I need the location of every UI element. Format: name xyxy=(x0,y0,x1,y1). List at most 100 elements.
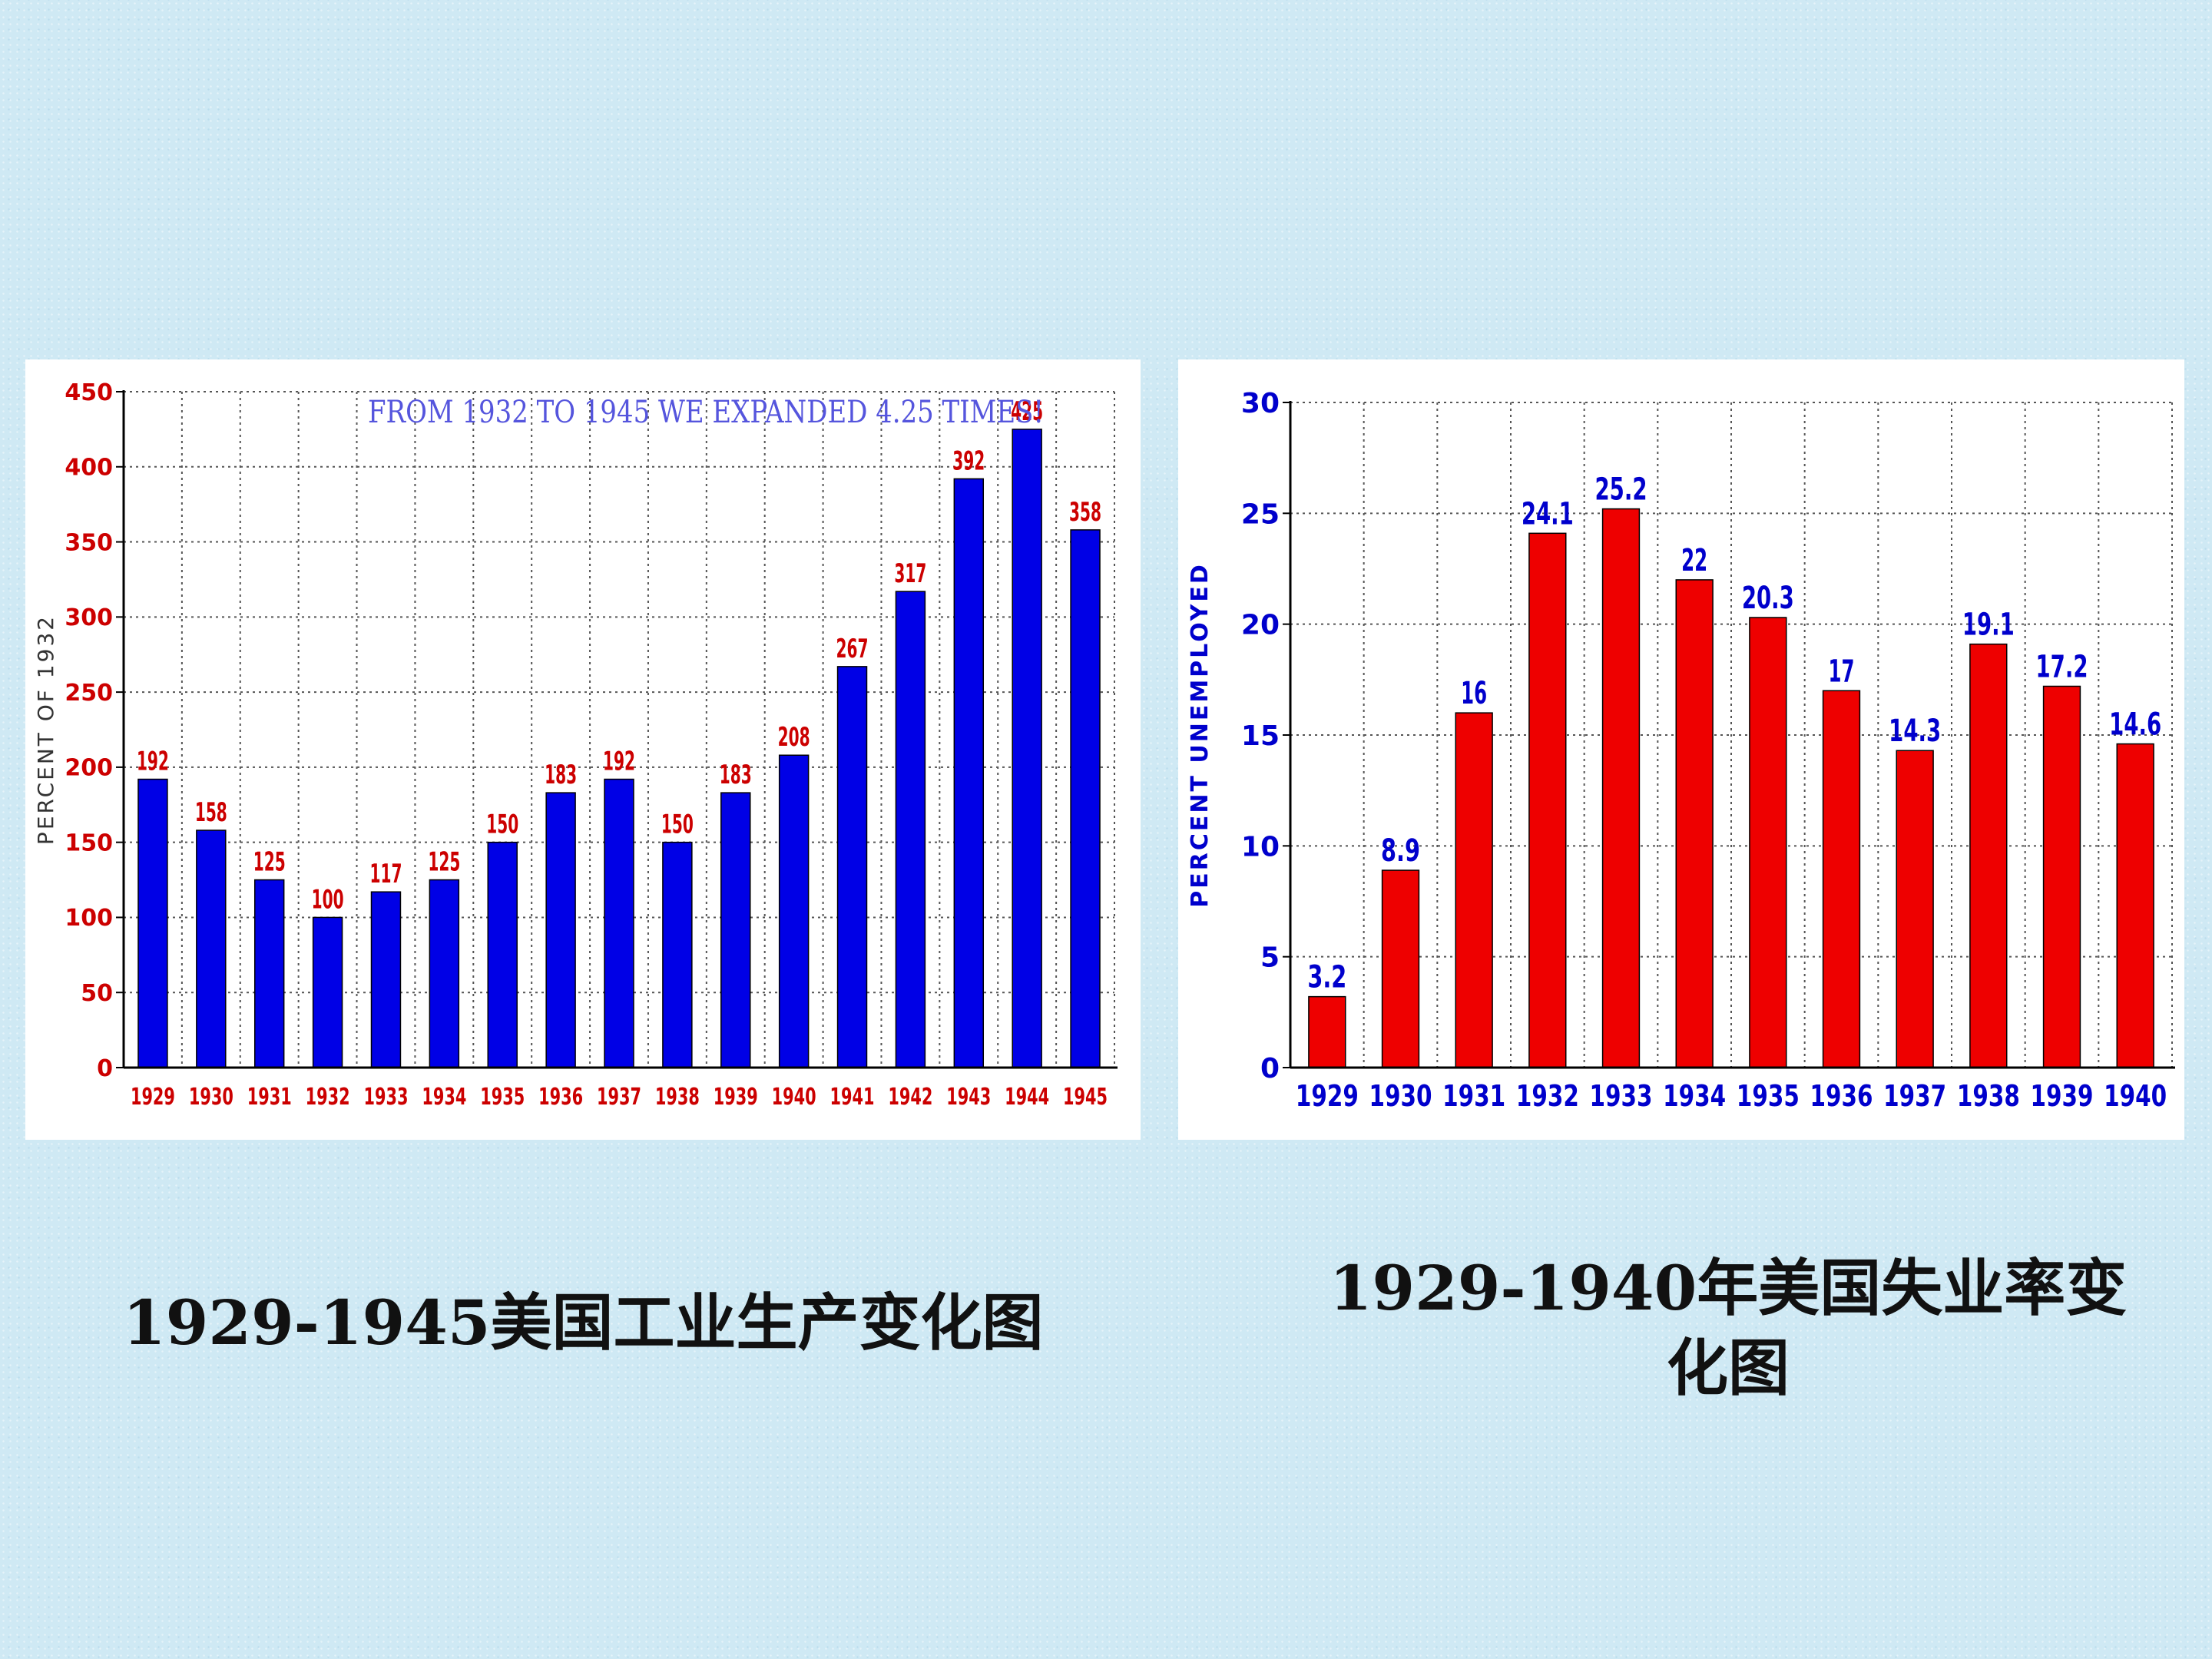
x-tick-label: 1934 xyxy=(1663,1079,1726,1113)
x-tick-label: 1937 xyxy=(597,1084,641,1111)
data-label: 100 xyxy=(312,884,344,915)
data-label: 16 xyxy=(1461,676,1487,711)
y-tick-label: 400 xyxy=(65,455,113,482)
x-tick-label: 1930 xyxy=(1369,1079,1432,1113)
bar xyxy=(836,666,868,1068)
x-tick-label: 1945 xyxy=(1063,1084,1108,1111)
bar xyxy=(1381,869,1420,1068)
x-tick-label: 1934 xyxy=(422,1084,466,1111)
bar xyxy=(253,879,285,1068)
x-tick-label: 1929 xyxy=(131,1084,175,1111)
x-tick-label: 1939 xyxy=(714,1084,758,1111)
data-label: 183 xyxy=(545,760,577,790)
x-tick-label: 1941 xyxy=(830,1084,875,1111)
x-tick-label: 1944 xyxy=(1005,1084,1049,1111)
x-tick-label: 1936 xyxy=(538,1084,583,1111)
data-label: 22 xyxy=(1681,543,1707,578)
data-label: 208 xyxy=(778,722,810,753)
x-tick-label: 1929 xyxy=(1296,1079,1359,1113)
data-label: 3.2 xyxy=(1307,960,1346,995)
x-tick-label: 1940 xyxy=(2104,1079,2167,1113)
bar xyxy=(545,792,576,1068)
y-tick-label: 25 xyxy=(1241,498,1280,530)
y-tick-label: 10 xyxy=(1241,831,1280,863)
data-label: 150 xyxy=(661,810,694,840)
bar xyxy=(953,478,985,1068)
chart-annotation: FROM 1932 TO 1945 WE EXPANDED 4.25 TIMES… xyxy=(368,395,1044,430)
bar xyxy=(1070,529,1101,1068)
data-label: 150 xyxy=(486,810,518,840)
y-tick-label: 250 xyxy=(65,680,113,707)
data-label: 117 xyxy=(369,859,402,889)
bar xyxy=(137,778,168,1068)
data-label: 14.3 xyxy=(1889,714,1941,749)
bar xyxy=(1601,508,1641,1068)
data-label: 8.9 xyxy=(1381,833,1420,869)
y-tick-label: 200 xyxy=(65,755,113,782)
y-tick-label: 150 xyxy=(65,830,113,856)
x-tick-label: 1939 xyxy=(2031,1079,2094,1113)
data-label: 14.6 xyxy=(2109,707,2161,743)
x-tick-label: 1935 xyxy=(480,1084,525,1111)
data-label: 425 xyxy=(1011,396,1043,427)
bar xyxy=(604,778,634,1068)
y-tick-label: 15 xyxy=(1241,720,1280,752)
unemployment-chart-panel: 3.2 1929 8.9 1930 16 1931 24.1 1932 25.2 1933 22 19… xyxy=(1178,359,2184,1140)
x-tick-label: 1935 xyxy=(1737,1079,1800,1113)
x-tick-label: 1930 xyxy=(189,1084,233,1111)
data-label: 19.1 xyxy=(1962,608,2015,643)
industrial-production-chart: 192 1929 158 1930 125 1931 100 1932 117 1933 125 19… xyxy=(33,379,1118,1111)
data-label: 192 xyxy=(137,747,169,777)
x-tick-label: 1933 xyxy=(363,1084,408,1111)
data-label: 158 xyxy=(195,797,227,828)
data-label: 192 xyxy=(603,747,635,777)
y-tick-label: 50 xyxy=(81,980,113,1007)
data-label: 317 xyxy=(894,558,926,589)
x-tick-label: 1936 xyxy=(1810,1079,1873,1113)
bar xyxy=(1822,690,1861,1068)
y-tick-label: 30 xyxy=(1241,388,1280,419)
y-tick-label: 100 xyxy=(65,905,113,932)
x-tick-label: 1931 xyxy=(1442,1079,1505,1113)
bar xyxy=(2116,743,2154,1068)
bar xyxy=(720,792,751,1068)
data-label: 24.1 xyxy=(1522,496,1574,531)
y-tick-label: 0 xyxy=(1260,1053,1280,1084)
x-tick-label: 1943 xyxy=(946,1084,991,1111)
bar xyxy=(312,916,343,1068)
x-tick-label: 1942 xyxy=(888,1084,932,1111)
x-tick-label: 1931 xyxy=(247,1084,292,1111)
y-tick-label: 450 xyxy=(65,379,113,406)
bar xyxy=(429,879,460,1068)
data-label: 125 xyxy=(253,847,286,878)
unemployment-chart: 3.2 1929 8.9 1930 16 1931 24.1 1932 25.2 1933 22 19… xyxy=(1187,388,2175,1113)
data-label: 267 xyxy=(836,634,869,664)
bar xyxy=(1528,532,1567,1068)
data-label: 358 xyxy=(1069,497,1101,528)
data-label: 17.2 xyxy=(2036,649,2088,684)
y-tick-label: 0 xyxy=(97,1055,113,1082)
bar xyxy=(1308,995,1346,1068)
bar xyxy=(1896,750,1934,1068)
bar xyxy=(487,841,518,1068)
bar xyxy=(1749,617,1787,1068)
y-tick-label: 5 xyxy=(1260,942,1280,974)
y-axis-title: PERCENT OF 1932 xyxy=(33,614,58,845)
bar xyxy=(778,754,810,1068)
bar xyxy=(196,830,227,1068)
bar xyxy=(1969,643,2008,1068)
y-tick-label: 20 xyxy=(1241,610,1280,641)
data-label: 183 xyxy=(720,760,752,790)
x-tick-label: 1940 xyxy=(772,1084,816,1111)
x-tick-label: 1938 xyxy=(1957,1079,2020,1113)
bar xyxy=(662,841,693,1068)
bar xyxy=(1455,712,1493,1068)
unemployment-caption: 1929-1940年美国失业率变化图 xyxy=(1329,1252,2128,1404)
y-axis-title: PERCENT UNEMPLOYED xyxy=(1187,562,1214,908)
industrial-production-caption: 1929-1945美国工业生产变化图 xyxy=(123,1286,1044,1359)
x-tick-label: 1937 xyxy=(1883,1079,1946,1113)
y-tick-label: 300 xyxy=(65,604,113,631)
x-tick-label: 1932 xyxy=(1516,1079,1579,1113)
bar xyxy=(895,591,926,1068)
bar xyxy=(2042,685,2081,1068)
